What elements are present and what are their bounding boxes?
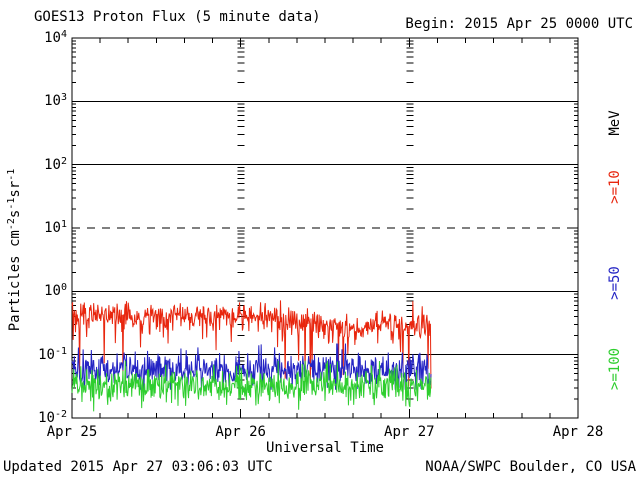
x-tick-label-apr-25: Apr 25 xyxy=(46,424,98,440)
x-tick-label-apr-27: Apr 27 xyxy=(384,424,435,440)
series-path-proton-flux-ge-10MeV xyxy=(71,300,432,389)
series-label-proton-flux-ge-50MeV: >=50 xyxy=(607,266,623,300)
x-tick-label-apr-28: Apr 28 xyxy=(552,424,604,440)
y-tick-label-10e3: 103 xyxy=(44,92,67,110)
updated-timestamp-label: Updated 2015 Apr 27 03:06:03 UTC xyxy=(3,459,273,475)
y-tick-label-10e-2: 10-2 xyxy=(38,409,67,426)
source-attribution-label: NOAA/SWPC Boulder, CO USA xyxy=(425,459,636,475)
chart-title: GOES13 Proton Flux (5 minute data) xyxy=(34,9,321,25)
y-tick-label-10e1: 101 xyxy=(44,219,67,236)
legend-unit-label: MeV xyxy=(607,110,623,136)
y-tick-label-10e4: 104 xyxy=(44,29,67,46)
y-tick-label-10e2: 102 xyxy=(44,155,67,173)
y-axis-title: Particles cm-2s-1sr-1 xyxy=(6,168,23,332)
y-tick-label-10e-1: 10-1 xyxy=(38,345,67,363)
series-label-proton-flux-ge-10MeV: >=10 xyxy=(607,170,623,204)
x-tick-label-apr-26: Apr 26 xyxy=(215,424,266,440)
plot-border xyxy=(71,37,579,419)
series-path-proton-flux-ge-100MeV xyxy=(71,360,432,412)
series-label-proton-flux-ge-100MeV: >=100 xyxy=(607,347,623,391)
begin-timestamp-label: Begin: 2015 Apr 25 0000 UTC xyxy=(405,16,633,32)
y-tick-label-10e0: 100 xyxy=(44,282,67,300)
x-axis-title: Universal Time xyxy=(265,440,384,456)
